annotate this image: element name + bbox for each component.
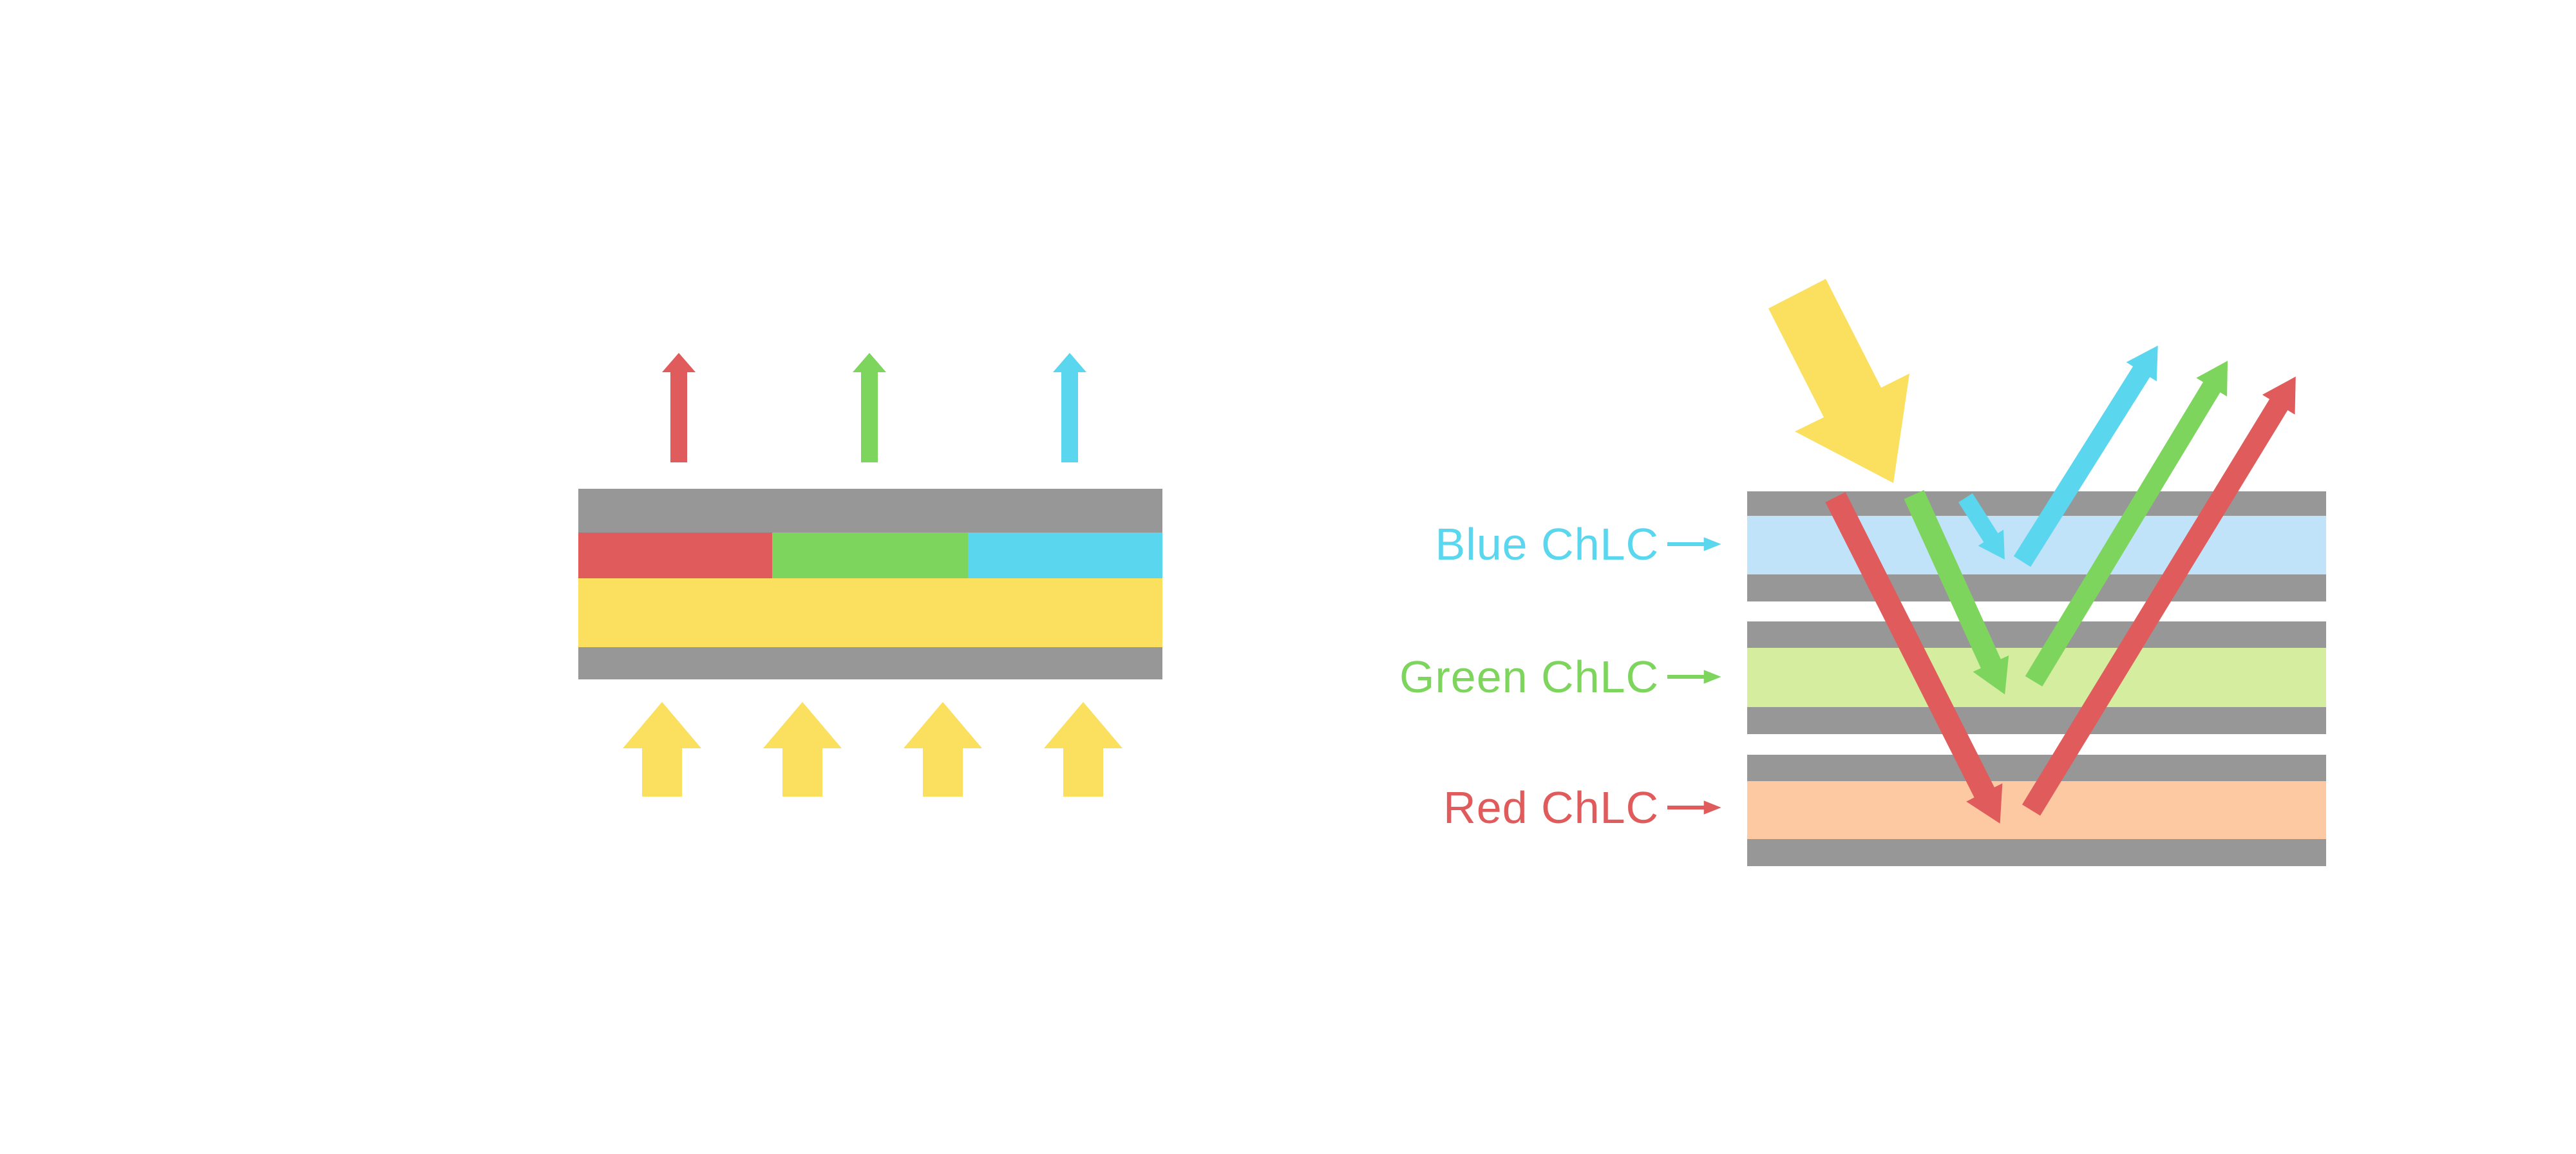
substrate-bar-2: [1747, 574, 2326, 601]
cyan-filter-segment: [968, 533, 1162, 578]
green-down-ray-icon: [1904, 489, 2009, 695]
red-filter-segment: [578, 533, 772, 578]
yellow-diagonal-down-arrow-icon: [1768, 279, 1909, 483]
top-substrate-bar: [578, 489, 1162, 533]
red-up-ray-icon: [2022, 376, 2296, 816]
yellow-up-arrow-icon: [904, 702, 982, 797]
backlight-layer: [578, 578, 1162, 647]
substrate-bar-5: [1747, 755, 2326, 781]
substrate-bar-4: [1747, 707, 2326, 734]
cyan-up-ray-icon: [2013, 345, 2158, 567]
red-chlc-label: Red ChLC: [1443, 782, 1659, 833]
green-up-arrow-icon: [853, 353, 886, 462]
green-filter-segment: [772, 533, 968, 578]
blue-chlc-label: Blue ChLC: [1435, 519, 1659, 569]
bottom-substrate-bar: [578, 647, 1162, 679]
green-chlc-label: Green ChLC: [1399, 652, 1659, 702]
substrate-bar-6: [1747, 839, 2326, 866]
cyan-down-ray-icon: [1958, 493, 2005, 560]
yellow-up-arrow-icon: [1044, 702, 1122, 797]
cyan-up-arrow-icon: [1053, 353, 1086, 462]
green-up-ray-icon: [2025, 361, 2228, 687]
yellow-up-arrow-icon: [623, 702, 701, 797]
substrate-bar-3: [1747, 621, 2326, 648]
right-chlc-stack-diagram: [1667, 279, 2326, 866]
red-down-ray-icon: [1825, 492, 2003, 824]
red-up-arrow-icon: [662, 353, 696, 462]
yellow-up-arrow-icon: [763, 702, 842, 797]
left-backlight-filter-diagram: [578, 353, 1162, 797]
